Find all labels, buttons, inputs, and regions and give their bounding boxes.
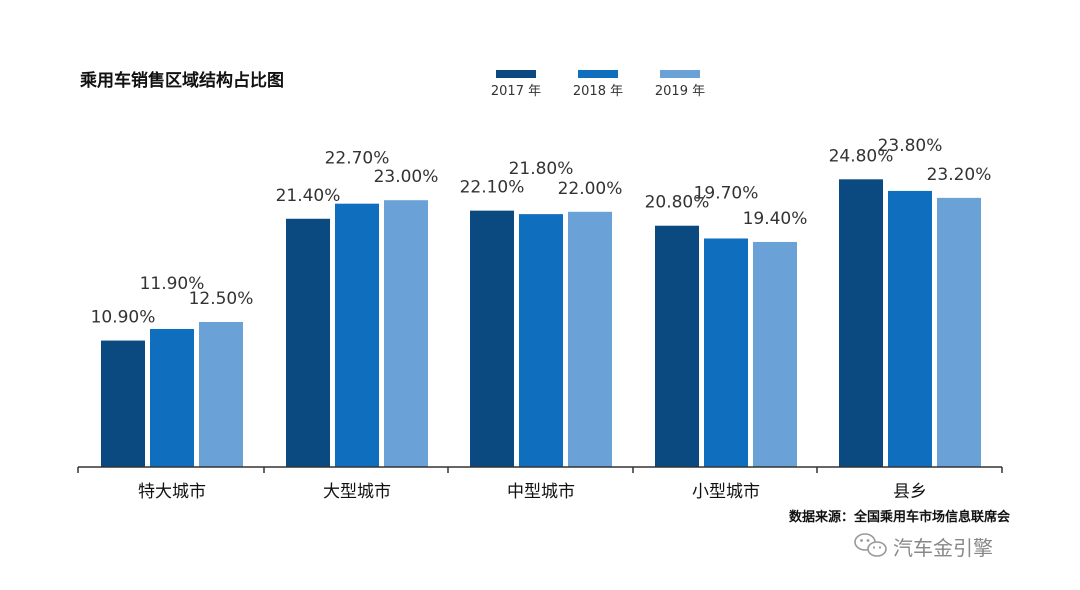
category-label-2: 大型城市	[323, 482, 391, 502]
data-label-5-3: 23.20%	[927, 165, 992, 185]
bar-1-1	[101, 340, 145, 467]
data-label-2-1: 21.40%	[276, 186, 341, 206]
data-label-1-2: 11.90%	[140, 274, 205, 294]
data-label-2-3: 23.00%	[374, 167, 439, 187]
bar-4-2	[704, 238, 748, 467]
legend-label-3: 2019 年	[655, 84, 705, 99]
source-note: 数据来源：全国乘用车市场信息联席会	[789, 509, 1011, 525]
bar-labels: 10.90% 11.90%12.50% 21.40% 22.70%23.00% 22.1…	[91, 136, 992, 328]
bar-4-1	[655, 225, 699, 467]
chart-title: 乘用车销售区域结构占比图	[79, 70, 284, 91]
bar-2-1	[286, 218, 330, 467]
data-label-4-3: 19.40%	[743, 209, 808, 229]
data-label-3-1: 22.10%	[460, 178, 525, 198]
bars	[101, 179, 981, 468]
watermark-text: 汽车金引擎	[893, 536, 993, 560]
category-label-4: 小型城市	[692, 482, 760, 502]
category-labels: 特大城市 大型城市 中型城市 小型城市 县乡	[138, 482, 927, 502]
bar-2-3	[384, 200, 428, 467]
bar-3-3	[568, 211, 612, 467]
legend: 2017 年 2018 年 2019 年	[491, 70, 705, 99]
legend-label-1: 2017 年	[491, 84, 541, 99]
watermark: 汽车金引擎	[854, 533, 993, 560]
bar-1-2	[150, 328, 194, 467]
x-axis	[77, 466, 1003, 473]
bar-5-1	[839, 179, 883, 467]
bar-2-2	[335, 203, 379, 467]
data-label-1-3: 12.50%	[189, 289, 254, 309]
bar-4-3	[753, 241, 797, 467]
category-label-1: 特大城市	[138, 482, 206, 502]
category-label-3: 中型城市	[507, 482, 575, 502]
legend-label-2: 2018 年	[573, 84, 623, 99]
data-label-2-2: 22.70%	[325, 149, 390, 169]
category-label-5: 县乡	[893, 482, 927, 502]
legend-swatch-2	[578, 70, 618, 78]
bar-3-1	[470, 210, 514, 467]
data-label-3-2: 21.80%	[509, 159, 574, 179]
bar-1-3	[199, 322, 243, 467]
data-label-1-1: 10.90%	[91, 308, 156, 328]
bar-3-2	[519, 214, 563, 467]
bar-5-3	[937, 197, 981, 467]
bar-5-2	[888, 190, 932, 468]
legend-swatch-3	[660, 70, 700, 78]
data-label-4-2: 19.70%	[694, 183, 759, 203]
wechat-icon	[854, 533, 887, 557]
data-label-5-2: 23.80%	[878, 136, 943, 156]
data-label-3-3: 22.00%	[558, 179, 623, 199]
data-label-5-1: 24.80%	[829, 146, 894, 166]
legend-swatch-1	[496, 70, 536, 78]
data-label-4-1: 20.80%	[645, 193, 710, 213]
